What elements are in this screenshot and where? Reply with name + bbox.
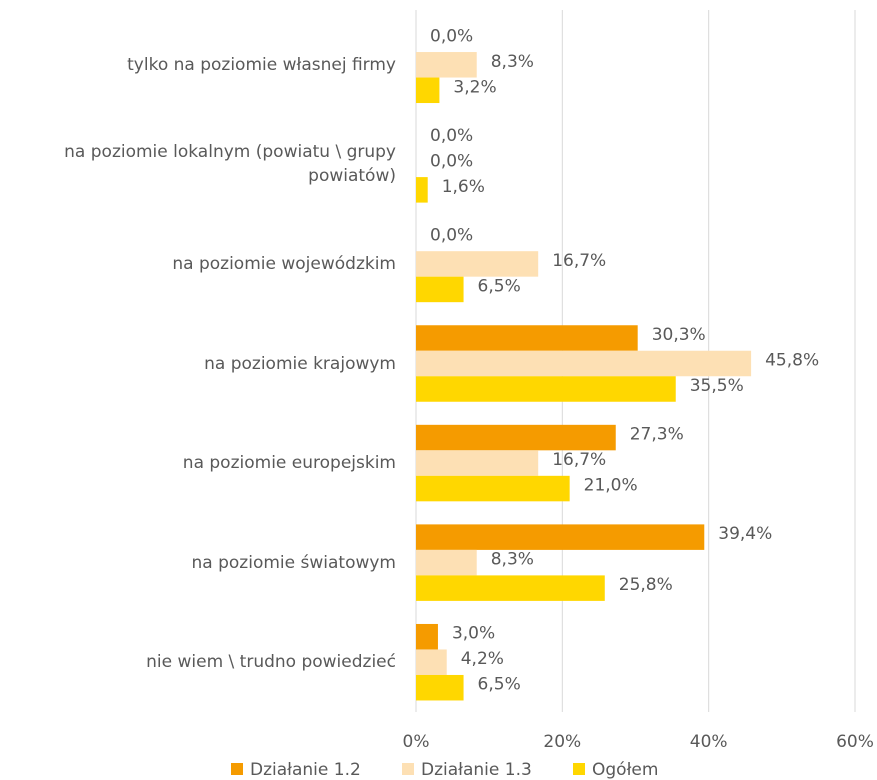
bar — [416, 623, 438, 650]
legend-label: Działanie 1.3 — [421, 760, 532, 780]
category-label: na poziomie europejskim — [182, 453, 396, 474]
value-label: 8,3% — [491, 550, 534, 570]
bar — [416, 475, 570, 502]
bar — [416, 649, 447, 675]
value-label: 39,4% — [718, 524, 772, 544]
legend-swatch — [231, 763, 243, 775]
value-label: 45,8% — [765, 351, 819, 371]
legend-swatch — [402, 763, 414, 775]
value-label: 16,7% — [552, 251, 606, 271]
value-label: 0,0% — [430, 225, 473, 245]
value-label: 25,8% — [619, 575, 673, 595]
value-label: 21,0% — [584, 476, 638, 496]
value-label: 3,2% — [453, 77, 496, 97]
category-label: na poziomie krajowym — [204, 353, 396, 374]
value-label: 6,5% — [478, 276, 521, 296]
x-tick-label: 20% — [543, 732, 581, 752]
category-label: na poziomie wojewódzkim — [172, 253, 396, 274]
category-label: tylko na poziomie własnej firmy — [127, 54, 396, 75]
value-label: 4,2% — [461, 649, 504, 669]
bar — [416, 77, 440, 104]
category-label: na poziomie światowym — [191, 552, 396, 573]
x-tick-label: 40% — [690, 732, 728, 752]
value-label: 30,3% — [652, 325, 706, 345]
value-label: 8,3% — [491, 52, 534, 72]
bar — [416, 575, 605, 601]
value-label: 35,5% — [690, 376, 744, 396]
value-label: 16,7% — [552, 450, 606, 470]
bar — [416, 674, 464, 701]
bar — [416, 276, 464, 303]
legend-label: Działanie 1.2 — [250, 760, 361, 780]
bar — [416, 350, 752, 377]
value-label: 3,0% — [452, 624, 495, 644]
bar — [416, 549, 477, 576]
bar — [416, 524, 705, 550]
value-label: 0,0% — [430, 151, 473, 171]
category-label: nie wiem \ trudno powiedzieć — [146, 652, 396, 673]
value-label: 0,0% — [430, 26, 473, 46]
x-tick-label: 0% — [403, 732, 430, 752]
x-tick-label: 60% — [836, 732, 874, 752]
bar — [416, 376, 676, 402]
value-label: 6,5% — [478, 675, 521, 695]
bar — [416, 52, 477, 78]
bar — [416, 251, 539, 277]
value-label: 0,0% — [430, 126, 473, 146]
value-label: 27,3% — [630, 425, 684, 445]
category-label: na poziomie lokalnym (powiatu \ grupy po… — [64, 142, 396, 187]
bar — [416, 177, 428, 203]
bar — [416, 325, 638, 351]
bar — [416, 424, 616, 451]
legend-swatch — [573, 763, 585, 775]
bar — [416, 450, 539, 476]
legend-label: Ogółem — [592, 760, 658, 780]
value-label: 1,6% — [442, 177, 485, 197]
